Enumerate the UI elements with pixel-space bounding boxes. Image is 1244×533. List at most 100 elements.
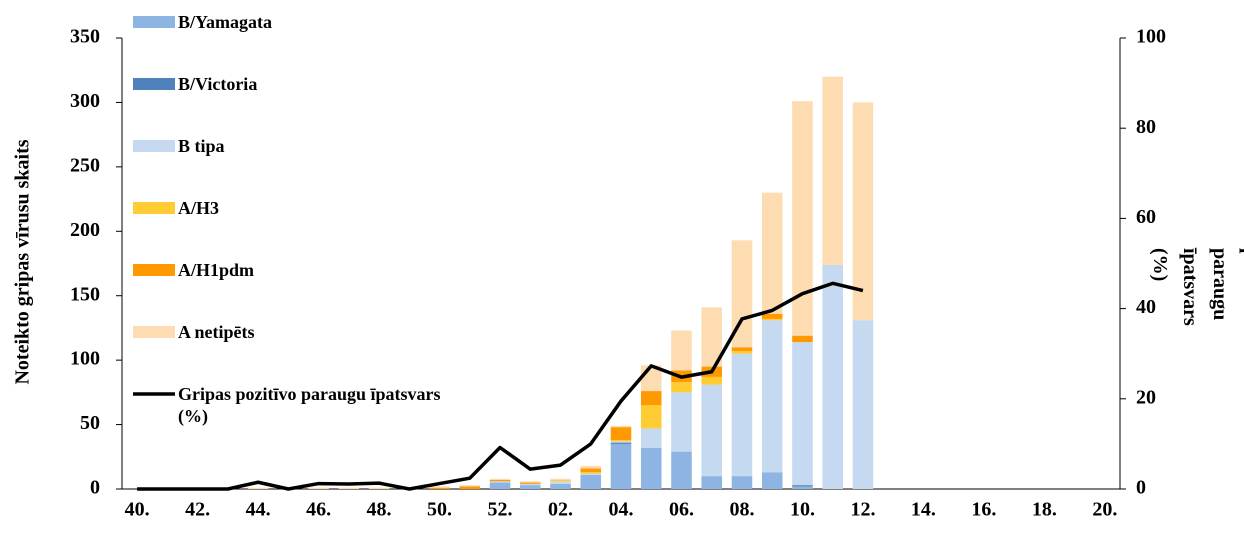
bar-segment [761,313,783,319]
bar-segment [610,440,632,442]
bar-segment [792,342,813,486]
legend-swatch [133,140,175,152]
bar-segment [550,478,571,480]
y-tick-label: 250 [70,154,100,176]
x-tick-label: 52. [488,499,513,521]
bar-segment [701,376,723,385]
bar-segment [731,351,753,354]
y2-axis-title: Gripas pozitīvo paraugu īpatsvars (%) [1149,248,1244,326]
y-tick-label: 150 [70,283,100,305]
bar-segment [792,335,813,343]
x-tick-label: 12. [850,499,875,521]
bar-segment [852,320,874,489]
bar-segment [489,481,511,483]
x-tick-label: 50. [427,499,452,521]
bar-segment [640,447,662,489]
bar-segment [247,487,269,489]
bar-segment [610,427,632,441]
legend-swatch [133,16,175,28]
x-tick-label: 42. [185,499,210,521]
bar-segment [580,474,602,489]
bar-segment [792,486,813,489]
bar-segment [761,472,783,489]
y2-tick-label: 0 [1136,477,1146,499]
y-axis-title: Noteikto gripas vīrusu skaits [12,139,34,384]
bar-segment [731,353,753,477]
x-tick-label: 40. [125,499,150,521]
bar-segment [792,101,813,336]
bar-segment [640,391,662,406]
legend-label: Gripas pozitīvo paraugu īpatsvars (%) [178,384,441,426]
x-tick-label: 04. [609,499,634,521]
y2-tick-label: 60 [1136,206,1156,228]
bar-segment [610,442,632,444]
bar-segment [822,264,843,489]
legend-swatch [133,202,175,214]
y2-tick-label: 80 [1136,116,1156,138]
bar-segment [489,479,511,482]
bar-segment [519,481,541,483]
bar-segment [610,425,632,428]
x-tick-label: 16. [971,499,996,521]
bar-segment [671,392,692,452]
bar-segment [822,76,843,265]
bar-segment [671,330,692,371]
legend-swatch [133,326,175,338]
legend-label: A/H1pdm [178,260,255,280]
x-tick-label: 14. [911,499,936,521]
y2-tick-label: 20 [1136,386,1156,408]
bar-segment [580,465,602,469]
bar-segment [519,483,541,486]
bar-segment [550,481,571,484]
bar-segment [429,486,450,488]
bar-segment [761,318,783,321]
bar-segment [701,307,723,367]
y-tick-label: 350 [70,26,100,48]
bar-segment [792,485,813,487]
bar-segment [429,487,450,489]
bar-segment [731,240,753,348]
x-tick-label: 10. [790,499,815,521]
bar-segment [459,485,481,487]
bar-segment [640,428,662,448]
legend-label: B tipa [178,136,225,156]
bar-segment [610,443,632,489]
x-tick-label: 08. [729,499,754,521]
bar-segment [550,479,571,482]
x-tick-label: 18. [1032,499,1057,521]
bar-segment [489,478,511,480]
legend-label: B/Victoria [178,74,258,94]
legend-swatch [133,78,175,90]
bar-segment [701,384,723,477]
y-tick-label: 0 [90,477,100,499]
y-tick-label: 100 [70,348,100,370]
bar-segment [731,347,753,352]
bar-segment [368,487,390,489]
bar-segment [701,476,723,489]
y-tick-label: 300 [70,90,100,112]
bar-segment [580,472,602,474]
bar-segment [671,382,692,393]
bar-segment [761,192,783,314]
bar-segment [731,476,753,489]
bar-segment [852,102,874,321]
x-tick-label: 44. [246,499,271,521]
legend-label: B/Yamagata [178,12,272,32]
y2-tick-label: 40 [1136,296,1156,318]
bar-segment [519,485,541,489]
bar-segment [580,473,602,475]
x-tick-label: 46. [306,499,331,521]
bar-segment [308,487,329,489]
y2-tick-label: 100 [1136,26,1166,48]
legend-label: A/H3 [178,198,220,218]
x-tick-label: 20. [1092,499,1117,521]
legend-label: A netipēts [178,322,255,342]
x-tick-label: 48. [367,499,392,521]
bar-segment [580,468,602,473]
bar-segment [338,487,360,489]
bar-segment [640,405,662,429]
legend-swatch [133,264,175,276]
x-tick-label: 02. [548,499,573,521]
